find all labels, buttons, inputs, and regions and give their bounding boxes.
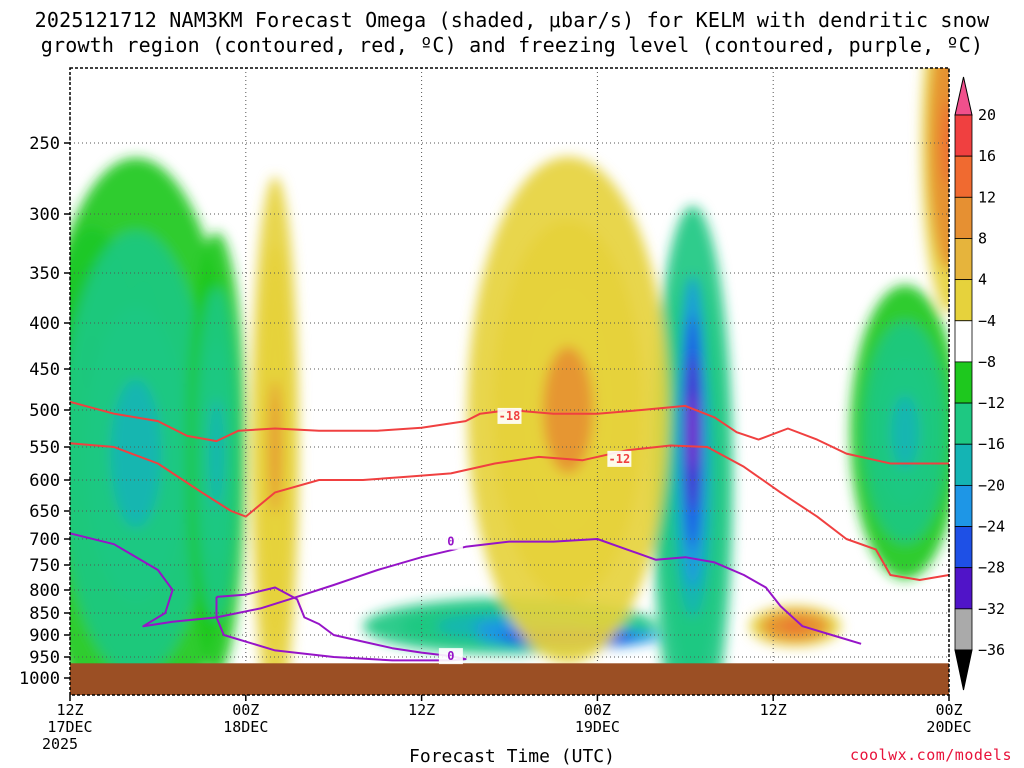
colorbar-segment-9 [954, 484, 973, 527]
colorbar-label-11: −28 [978, 559, 1005, 577]
y-tick-label-750: 750 [29, 556, 60, 576]
omega-region-4 [209, 398, 224, 509]
chart-title-line1: 2025121712 NAM3KM Forecast Omega (shaded… [34, 8, 990, 32]
y-tick-label-800: 800 [29, 581, 60, 601]
x-tick-label-12-0: 00Z [232, 701, 259, 719]
colorbar-segment-10 [954, 526, 973, 569]
omega-region-8 [689, 393, 696, 472]
colorbar-label-5: −4 [978, 312, 996, 330]
colorbar-segment-2 [954, 196, 973, 239]
x-tick-label-12-1: 18DEC [223, 718, 268, 736]
chart-title-line2: growth region (contoured, red, ºC) and f… [40, 33, 984, 57]
y-tick-label-1000: 1000 [19, 669, 60, 689]
colorbar-label-6: −8 [978, 353, 996, 371]
y-tick-label-700: 700 [29, 530, 60, 550]
contour-label-bg-2 [438, 533, 463, 550]
omega-shading [70, 68, 949, 695]
contour-label-bg-0 [497, 407, 522, 424]
colorbar-segment-5 [954, 320, 973, 363]
contour-label-bg-1 [607, 450, 632, 467]
x-axis-label: Forecast Time (UTC) [409, 746, 615, 767]
y-tick-label-950: 950 [29, 648, 60, 668]
y-tick-label-650: 650 [29, 502, 60, 522]
colorbar-segment-1 [954, 155, 973, 198]
colorbar-segment-0 [954, 114, 973, 157]
colorbar-segment-7 [954, 402, 973, 445]
omega-region-14 [942, 100, 949, 186]
colorbar-top-arrow [954, 76, 973, 116]
contour-freezing-level-0-C-lower [215, 586, 467, 662]
colorbar-bottom-arrow [954, 649, 973, 691]
colorbar-label-13: −36 [978, 641, 1005, 659]
x-tick-label-0-0: 12Z [56, 701, 83, 719]
plot-frame [69, 67, 950, 696]
colorbar-label-3: 8 [978, 229, 987, 247]
colorbar-segment-4 [954, 279, 973, 322]
colorbar-segment-11 [954, 567, 973, 610]
omega-region-9 [891, 395, 919, 470]
contour-label-0: -18 [499, 409, 521, 423]
colorbar-label-9: −20 [978, 476, 1005, 494]
colorbar-segment-8 [954, 443, 973, 486]
y-tick-label-450: 450 [29, 360, 60, 380]
x-tick-label-0-1: 17DEC [47, 718, 92, 736]
credit-link[interactable]: coolwx.com/models [849, 746, 1012, 764]
x-tick-label-60-1: 20DEC [926, 718, 971, 736]
colorbar-label-7: −12 [978, 394, 1005, 412]
y-tick-label-550: 550 [29, 438, 60, 458]
colorbar-segment-6 [954, 361, 973, 404]
contour-label-3: 0 [447, 649, 454, 663]
contour-label-1: -12 [609, 452, 631, 466]
y-tick-label-600: 600 [29, 471, 60, 491]
contour-label-bg-3 [438, 648, 463, 665]
x-tick-label-36-0: 00Z [584, 701, 611, 719]
colorbar-label-12: −32 [978, 600, 1005, 618]
y-tick-label-400: 400 [29, 314, 60, 334]
y-tick-label-300: 300 [29, 205, 60, 225]
x-tick-label-36-1: 19DEC [575, 718, 620, 736]
colorbar-label-4: 4 [978, 271, 987, 289]
omega-region-12 [269, 379, 282, 515]
colorbar-label-8: −16 [978, 435, 1005, 453]
colorbar-label-2: 12 [978, 188, 996, 206]
x-tick-label-60-0: 00Z [935, 701, 962, 719]
contour-freezing-level-0-C [70, 532, 862, 645]
x-tick-label-48-0: 12Z [760, 701, 787, 719]
y-tick-label-350: 350 [29, 264, 60, 284]
y-tick-label-250: 250 [29, 134, 60, 154]
omega-region-3 [110, 379, 162, 528]
y-tick-label-500: 500 [29, 401, 60, 421]
colorbar-segment-12 [954, 608, 973, 651]
contour-dgz--12-C [70, 442, 949, 581]
y-tick-label-900: 900 [29, 626, 60, 646]
colorbar-segment-3 [954, 238, 973, 281]
colorbar-label-1: 16 [978, 147, 996, 165]
x-tick-label-24-0: 12Z [408, 701, 435, 719]
omega-region-11 [542, 346, 594, 474]
contour-label-2: 0 [447, 535, 454, 549]
colorbar-label-10: −24 [978, 518, 1005, 536]
colorbar-label-0: 20 [978, 106, 996, 124]
ground-surface [70, 663, 949, 695]
y-tick-label-850: 850 [29, 604, 60, 624]
x-tick-label-0-2: 2025 [42, 735, 78, 753]
